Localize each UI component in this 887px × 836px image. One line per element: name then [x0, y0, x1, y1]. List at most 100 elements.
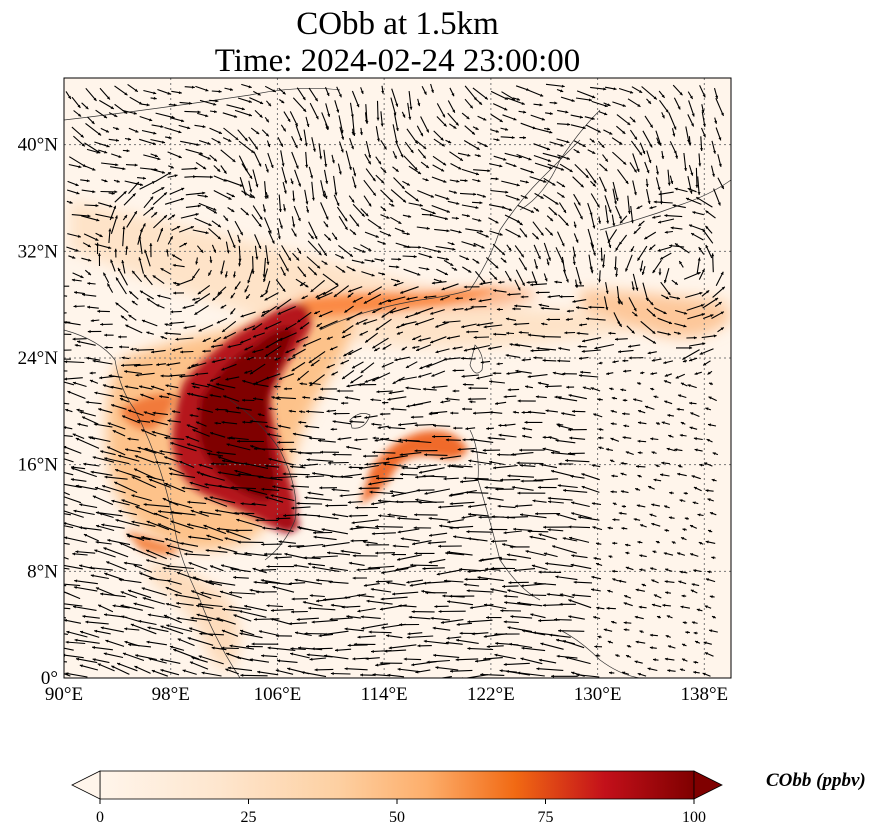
wind-arrow-head: [658, 192, 662, 196]
wind-arrow-head: [216, 382, 220, 386]
wind-arrow-head: [326, 365, 330, 369]
wind-arrow-shaft: [218, 485, 239, 491]
wind-arrow-head: [440, 168, 445, 172]
wind-arrow-head: [565, 222, 569, 226]
wind-arrow-head: [123, 561, 127, 565]
wind-arrow-shaft: [520, 657, 543, 665]
wind-arrow-head: [377, 426, 381, 430]
wind-arrow-head: [629, 90, 634, 94]
wind-arrow-shaft: [185, 148, 204, 155]
wind-arrow-head: [418, 338, 422, 342]
wind-arrow-shaft: [630, 140, 643, 156]
wind-arrow-head: [265, 345, 269, 348]
wind-arrow-head: [103, 272, 107, 276]
wind-arrow-head: [92, 167, 96, 171]
wind-arrow-head: [386, 581, 390, 585]
wind-arrow-shaft: [668, 112, 677, 130]
wind-arrow-head: [157, 523, 162, 527]
wind-arrow-shaft: [344, 628, 364, 632]
wind-arrow-head: [180, 350, 184, 354]
wind-arrow-head: [452, 109, 455, 113]
wind-arrow-head: [143, 503, 147, 507]
wind-arrow-shaft: [510, 615, 533, 619]
wind-arrow-head: [336, 202, 340, 206]
wind-arrow-head: [394, 155, 397, 159]
wind-arrow-head: [154, 512, 158, 516]
wind-arrow-head: [208, 223, 212, 226]
wind-arrow-head: [503, 423, 507, 427]
wind-arrow-shaft: [128, 643, 152, 648]
wind-arrow-head: [444, 272, 448, 275]
wind-arrow-shaft: [344, 668, 368, 671]
wind-arrow-head: [540, 195, 544, 199]
wind-arrow-head: [327, 551, 331, 555]
wind-arrow-shaft: [324, 654, 349, 660]
wind-arrow-head: [519, 463, 523, 467]
wind-arrow-head: [322, 544, 326, 548]
wind-arrow-shaft: [288, 622, 308, 625]
wind-arrow-head: [708, 423, 712, 427]
wind-arrow-head: [421, 589, 425, 593]
wind-arrow-head: [87, 244, 91, 247]
wind-arrow-head: [381, 90, 385, 94]
wind-arrow-head: [227, 666, 231, 670]
wind-arrow-head: [603, 188, 607, 192]
wind-arrow-head: [159, 395, 163, 399]
wind-arrow-shaft: [519, 513, 547, 519]
wind-arrow-head: [164, 537, 168, 541]
wind-arrow-head: [623, 369, 627, 373]
wind-arrow-head: [379, 661, 383, 665]
wind-arrow-head: [188, 562, 192, 565]
wind-arrow-head: [340, 549, 344, 553]
wind-arrow-head: [467, 153, 471, 157]
wind-arrow-head: [508, 278, 512, 282]
wind-arrow-head: [537, 485, 541, 489]
wind-arrow-head: [365, 543, 369, 547]
wind-arrow-head: [505, 190, 509, 194]
wind-arrow-head: [305, 201, 309, 205]
wind-arrow-head: [530, 613, 534, 617]
wind-arrow-head: [120, 398, 124, 401]
wind-arrow-head: [679, 499, 683, 503]
wind-arrow-shaft: [534, 162, 553, 170]
wind-arrow-head: [621, 526, 625, 530]
wind-arrow-head: [704, 605, 708, 609]
wind-arrow-head: [701, 313, 705, 316]
wind-arrow-head: [91, 120, 95, 124]
wind-arrow-head: [665, 296, 669, 299]
wind-arrow-head: [118, 267, 121, 272]
wind-arrow-head: [565, 110, 569, 114]
wind-arrow-head: [57, 646, 60, 649]
wind-arrow-head: [263, 278, 266, 282]
wind-arrow-head: [48, 614, 51, 617]
wind-arrow-head: [139, 385, 143, 389]
wind-arrow-head: [135, 348, 139, 352]
wind-arrow-head: [639, 554, 643, 558]
wind-arrow-shaft: [585, 168, 597, 184]
wind-arrow-head: [131, 476, 135, 480]
wind-arrow-head: [104, 150, 108, 154]
wind-arrow-head: [530, 170, 534, 174]
wind-arrow-shaft: [263, 217, 272, 234]
wind-arrow-head: [350, 380, 354, 384]
wind-arrow-shaft: [170, 520, 194, 530]
wind-arrow-head: [456, 201, 460, 205]
wind-arrow-head: [308, 381, 312, 385]
wind-arrow-head: [240, 629, 244, 633]
wind-arrow-shaft: [206, 534, 224, 542]
wind-arrow-head: [406, 232, 410, 236]
wind-arrow-head: [313, 397, 317, 401]
wind-arrow-shaft: [85, 621, 109, 625]
wind-arrow-head: [449, 526, 453, 530]
wind-arrow-head: [442, 594, 446, 598]
wind-arrow-head: [708, 396, 712, 400]
wind-arrow-shaft: [371, 532, 396, 535]
wind-arrow-head: [706, 290, 710, 294]
wind-arrow-head: [231, 209, 235, 212]
wind-arrow-head: [379, 607, 383, 611]
wind-arrow-shaft: [64, 654, 84, 659]
wind-arrow-head: [87, 272, 91, 276]
wind-arrow-head: [581, 473, 585, 476]
wind-arrow-head: [211, 345, 215, 348]
wind-arrow-head: [240, 502, 244, 506]
